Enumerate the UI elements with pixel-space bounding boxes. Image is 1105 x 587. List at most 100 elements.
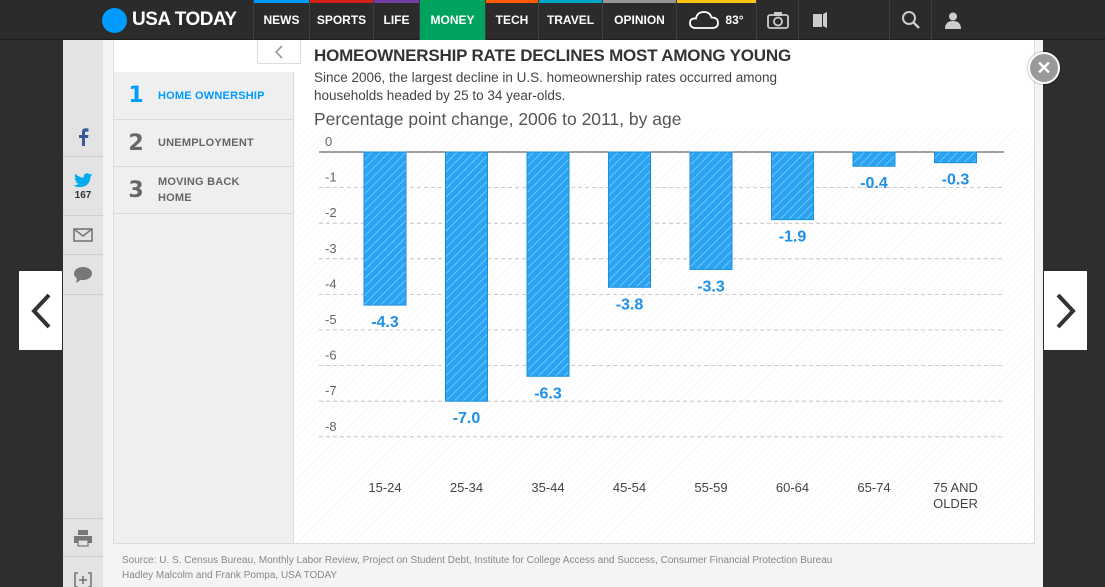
y-tick-label: 0 (325, 134, 332, 149)
bar-value-label: -4.3 (371, 314, 399, 331)
y-tick-label: -1 (325, 170, 337, 185)
source-credits: Source: U. S. Census Bureau, Monthly Lab… (122, 553, 832, 583)
twitter-icon (73, 172, 93, 187)
nav-accent-bar (539, 0, 602, 3)
nav-news[interactable]: NEWS (253, 0, 309, 40)
nav-accent-bar (310, 0, 373, 3)
print-button[interactable] (63, 518, 103, 557)
story-number: 1 (128, 83, 144, 108)
section-nav: NEWS SPORTS LIFE MONEY TECH TRAVEL OPINION 83° (253, 0, 840, 40)
share-rail: 167 (63, 40, 103, 587)
bar-value-label: -3.3 (697, 278, 725, 295)
twitter-share-button[interactable]: 167 (63, 158, 103, 216)
x-category-label: OLDER (933, 496, 978, 511)
usa-today-logo[interactable]: USA TODAY (102, 7, 237, 33)
chevron-right-icon (1056, 293, 1076, 328)
expand-icon (74, 571, 92, 587)
nav-label: OPINION (614, 13, 665, 27)
nav-accent-bar (254, 0, 309, 3)
email-icon (73, 228, 93, 242)
nav-travel[interactable]: TRAVEL (538, 0, 602, 40)
bar-value-label: -7.0 (453, 410, 481, 427)
nav-life[interactable]: LIFE (373, 0, 419, 40)
previous-arrow-button[interactable] (19, 271, 62, 350)
story-label: HOME OWNERSHIP (158, 89, 265, 102)
nav-accent-bar (603, 0, 676, 3)
collapse-nav-button[interactable] (257, 40, 301, 64)
chevron-left-icon (30, 293, 50, 328)
x-category-label: 55-59 (694, 480, 727, 495)
y-tick-label: -7 (325, 383, 337, 398)
nav-money[interactable]: MONEY (419, 0, 485, 40)
nav-right-tools (889, 0, 973, 40)
nav-label: TRAVEL (546, 13, 595, 27)
nav-label: SPORTS (316, 13, 367, 27)
nav-opinion[interactable]: OPINION (602, 0, 676, 40)
next-arrow-button[interactable] (1044, 271, 1087, 350)
cloud-icon (689, 11, 720, 29)
x-category-label: 15-24 (368, 480, 401, 495)
nav-label: NEWS (263, 13, 300, 27)
nav-accent-bar (677, 0, 756, 3)
bar-chart: 0 -1 -2 -3 -4 -5 -6 -7 -8 -4.3 15-24 -7.0 25-34 -6.3 3… (294, 128, 1034, 543)
bar-25-34[interactable] (445, 151, 488, 402)
bar-35-44[interactable] (526, 151, 570, 377)
twitter-share-count: 167 (74, 189, 92, 201)
nav-accent-bar (486, 0, 538, 3)
close-button[interactable]: ✕ (1028, 52, 1060, 84)
story-label: MOVING BACK HOME (158, 176, 240, 204)
nav-accent-bar (420, 0, 485, 3)
comment-icon (74, 267, 92, 283)
bar-value-label: -0.4 (860, 175, 888, 192)
nav-accent-bar (374, 0, 419, 3)
story-label: UNEMPLOYMENT (158, 137, 254, 149)
chart-title: HOMEOWNERSHIP RATE DECLINES MOST AMONG Y… (314, 46, 791, 65)
top-navigation: USA TODAY NEWS SPORTS LIFE MONEY TECH TRAVEL O… (0, 0, 1105, 40)
weather-temp: 83° (725, 13, 744, 27)
bar-15-24[interactable] (363, 151, 407, 306)
search-icon[interactable] (889, 0, 931, 40)
y-tick-label: -3 (325, 241, 337, 256)
bar-45-54[interactable] (608, 151, 651, 288)
user-icon[interactable] (931, 0, 973, 40)
bar-value-label: -1.9 (779, 229, 807, 246)
nav-label: MONEY (430, 13, 475, 27)
video-icon[interactable] (798, 0, 840, 40)
x-category-label: 25-34 (450, 480, 483, 495)
interactive-panel: 1 HOME OWNERSHIP 2 UNEMPLOYMENT 3 MOVING… (103, 40, 1060, 587)
expand-button[interactable] (63, 560, 103, 587)
x-category-label: 65-74 (857, 480, 890, 495)
bar-65-74[interactable] (852, 151, 896, 167)
facebook-icon (79, 128, 89, 146)
story-number: 2 (128, 130, 144, 156)
x-category-label: 45-54 (613, 480, 646, 495)
x-category-label: 35-44 (531, 480, 564, 495)
y-tick-label: -8 (325, 419, 337, 434)
bar-75-and-older[interactable] (934, 151, 977, 164)
bar-value-label: -6.3 (534, 385, 562, 402)
chevron-left-icon (274, 44, 283, 59)
y-tick-label: -5 (325, 312, 337, 327)
story-item-unemployment[interactable]: 2 UNEMPLOYMENT (114, 120, 294, 167)
facebook-share-button[interactable] (63, 118, 103, 157)
chart-background (294, 128, 1034, 543)
nav-label: LIFE (383, 13, 410, 27)
chart-frame: 1 HOME OWNERSHIP 2 UNEMPLOYMENT 3 MOVING… (113, 40, 1035, 544)
source-line: Source: U. S. Census Bureau, Monthly Lab… (122, 555, 833, 566)
story-item-moving-back-home[interactable]: 3 MOVING BACK HOME (114, 167, 294, 214)
bar-55-59[interactable] (689, 151, 733, 270)
email-share-button[interactable] (63, 216, 103, 255)
bar-value-label: -3.8 (616, 296, 644, 313)
nav-tech[interactable]: TECH (485, 0, 538, 40)
bar-60-64[interactable] (771, 151, 814, 221)
comment-button[interactable] (63, 256, 103, 295)
story-navigation: 1 HOME OWNERSHIP 2 UNEMPLOYMENT 3 MOVING… (114, 72, 294, 543)
nav-sports[interactable]: SPORTS (309, 0, 373, 40)
camera-icon[interactable] (756, 0, 798, 40)
nav-label: TECH (495, 13, 529, 27)
story-item-home-ownership[interactable]: 1 HOME OWNERSHIP (114, 72, 294, 120)
nav-weather[interactable]: 83° (676, 0, 756, 40)
logo-dot-icon (102, 7, 127, 33)
y-tick-label: -4 (325, 276, 337, 291)
bar-value-label: -0.3 (942, 172, 970, 189)
